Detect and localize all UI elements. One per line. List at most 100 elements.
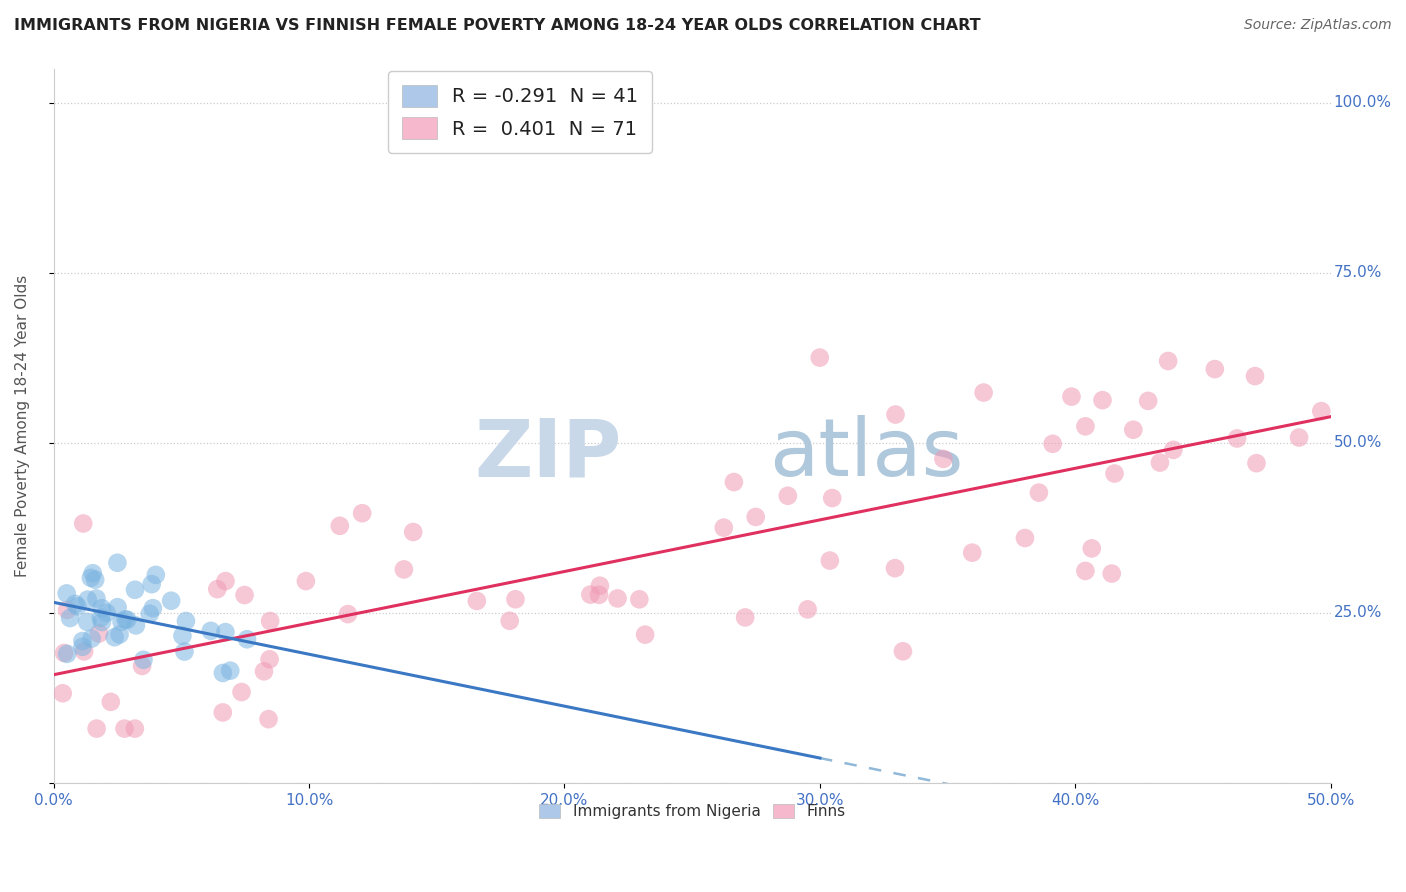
Point	[808, 351, 831, 365]
Point	[1226, 432, 1249, 446]
Point	[1014, 531, 1036, 545]
Point	[207, 582, 229, 596]
Y-axis label: Female Poverty Among 18-24 Year Olds: Female Poverty Among 18-24 Year Olds	[15, 275, 30, 577]
Point	[352, 506, 374, 520]
Point	[107, 600, 129, 615]
Point	[72, 634, 94, 648]
Point	[960, 546, 983, 560]
Point	[214, 574, 236, 588]
Point	[329, 518, 352, 533]
Point	[132, 653, 155, 667]
Point	[1288, 431, 1310, 445]
Point	[125, 618, 148, 632]
Point	[1204, 362, 1226, 376]
Point	[114, 612, 136, 626]
Point	[579, 588, 602, 602]
Point	[141, 577, 163, 591]
Point	[100, 695, 122, 709]
Point	[1246, 456, 1268, 470]
Text: atlas: atlas	[769, 416, 963, 493]
Point	[124, 722, 146, 736]
Text: IMMIGRANTS FROM NIGERIA VS FINNISH FEMALE POVERTY AMONG 18-24 YEAR OLDS CORRELAT: IMMIGRANTS FROM NIGERIA VS FINNISH FEMAL…	[14, 18, 981, 33]
Point	[233, 588, 256, 602]
Text: 50.0%: 50.0%	[1333, 435, 1382, 450]
Point	[634, 627, 657, 641]
Point	[818, 553, 841, 567]
Point	[139, 607, 162, 621]
Point	[713, 521, 735, 535]
Point	[628, 592, 651, 607]
Text: Source: ZipAtlas.com: Source: ZipAtlas.com	[1244, 18, 1392, 32]
Point	[114, 722, 136, 736]
Point	[236, 632, 259, 647]
Text: 25.0%: 25.0%	[1333, 606, 1382, 621]
Point	[84, 573, 107, 587]
Point	[86, 722, 108, 736]
Point	[173, 644, 195, 658]
Point	[87, 626, 110, 640]
Point	[103, 630, 125, 644]
Point	[107, 556, 129, 570]
Point	[253, 665, 276, 679]
Point	[1104, 467, 1126, 481]
Point	[91, 615, 114, 629]
Point	[231, 685, 253, 699]
Point	[606, 591, 628, 606]
Point	[63, 597, 86, 611]
Point	[1244, 369, 1267, 384]
Point	[174, 614, 197, 628]
Point	[73, 644, 96, 658]
Point	[1101, 566, 1123, 581]
Point	[82, 566, 104, 581]
Point	[505, 592, 527, 607]
Point	[932, 451, 955, 466]
Point	[796, 602, 818, 616]
Point	[53, 646, 76, 660]
Point	[1163, 442, 1185, 457]
Point	[336, 607, 359, 621]
Point	[117, 613, 139, 627]
Point	[465, 594, 488, 608]
Point	[1074, 419, 1097, 434]
Point	[72, 516, 94, 531]
Point	[200, 624, 222, 638]
Point	[891, 644, 914, 658]
Point	[66, 599, 89, 614]
Point	[1137, 393, 1160, 408]
Point	[392, 562, 415, 576]
Point	[821, 491, 844, 505]
Point	[211, 706, 233, 720]
Point	[145, 567, 167, 582]
Point	[1310, 404, 1333, 418]
Point	[1149, 456, 1171, 470]
Point	[734, 610, 756, 624]
Point	[142, 601, 165, 615]
Point	[212, 665, 235, 680]
Point	[131, 659, 153, 673]
Point	[259, 614, 281, 628]
Point	[86, 591, 108, 606]
Point	[108, 627, 131, 641]
Point	[76, 615, 98, 629]
Point	[259, 652, 281, 666]
Point	[295, 574, 318, 588]
Point	[884, 561, 907, 575]
Legend: Immigrants from Nigeria, Finns: Immigrants from Nigeria, Finns	[533, 798, 852, 825]
Point	[744, 510, 766, 524]
Point	[52, 686, 75, 700]
Point	[72, 640, 94, 654]
Point	[214, 625, 236, 640]
Point	[1074, 564, 1097, 578]
Point	[1091, 393, 1114, 408]
Point	[1042, 437, 1064, 451]
Point	[219, 664, 242, 678]
Point	[589, 579, 612, 593]
Point	[776, 489, 799, 503]
Point	[723, 475, 745, 489]
Point	[160, 593, 183, 607]
Point	[55, 586, 77, 600]
Point	[56, 603, 79, 617]
Text: 100.0%: 100.0%	[1333, 95, 1392, 110]
Point	[257, 712, 280, 726]
Point	[80, 571, 103, 585]
